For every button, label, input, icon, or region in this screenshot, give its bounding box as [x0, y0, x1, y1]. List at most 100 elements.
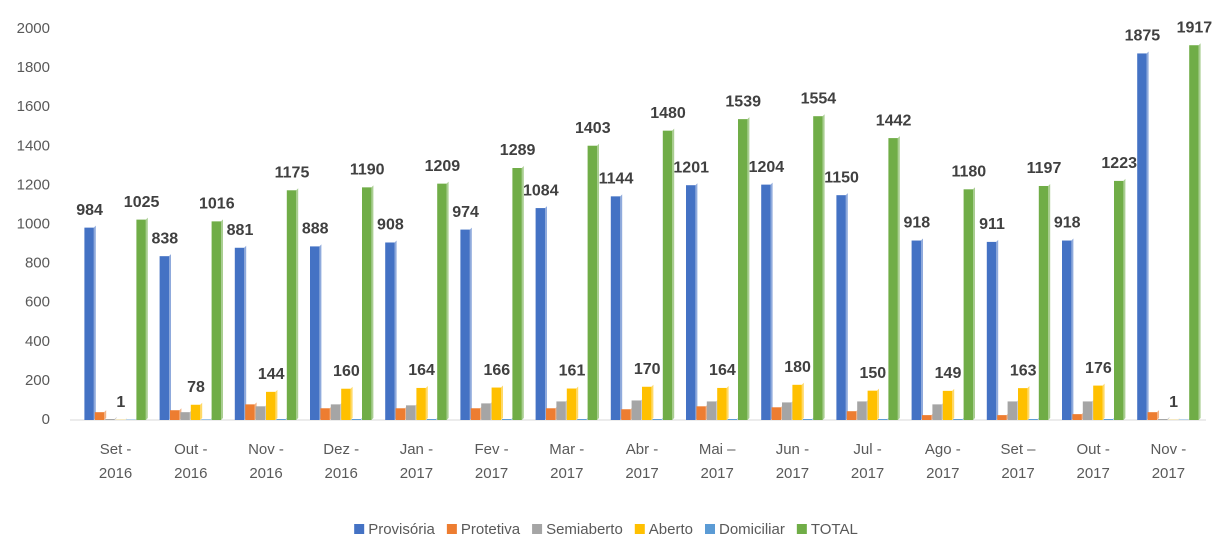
- bar-side: [921, 239, 923, 420]
- data-label: 888: [302, 221, 329, 238]
- data-label: 166: [483, 362, 510, 379]
- bar: [191, 405, 200, 420]
- bar-side: [319, 244, 321, 420]
- bar: [276, 419, 285, 420]
- bar: [180, 412, 189, 420]
- bar: [642, 387, 651, 420]
- bar-side: [898, 136, 900, 420]
- bar-side: [996, 240, 998, 420]
- x-tick-label: 2017: [701, 465, 734, 482]
- x-tick-label: 2016: [99, 465, 132, 482]
- data-label: 918: [1054, 215, 1081, 232]
- bar-side: [244, 246, 246, 420]
- bar: [320, 408, 329, 420]
- bar: [836, 195, 845, 420]
- bar: [245, 404, 254, 420]
- bar-side: [1027, 386, 1029, 420]
- bar: [717, 388, 726, 420]
- y-tick-label: 2000: [17, 20, 50, 37]
- bar-side: [522, 166, 524, 420]
- legend-label: Domiciliar: [719, 521, 785, 538]
- legend-swatch: [447, 524, 457, 534]
- bar: [266, 392, 275, 420]
- bar: [738, 119, 747, 420]
- x-tick-label: 2017: [1077, 465, 1110, 482]
- bar-side: [651, 385, 653, 420]
- data-label: 918: [903, 215, 930, 232]
- x-tick-label: Set –: [1000, 441, 1036, 458]
- x-tick-label: 2017: [625, 465, 658, 482]
- bar-side: [1157, 410, 1159, 420]
- y-tick-label: 600: [25, 294, 50, 311]
- data-label: 1403: [575, 120, 611, 137]
- x-tick-label: Jan -: [400, 441, 433, 458]
- bar: [1158, 419, 1167, 420]
- bar-side: [620, 194, 622, 420]
- y-tick-label: 1600: [17, 98, 50, 115]
- bar: [427, 419, 436, 420]
- x-tick-label: 2017: [1152, 465, 1185, 482]
- bar: [663, 131, 672, 420]
- y-tick-label: 1800: [17, 59, 50, 76]
- bar-side: [146, 218, 148, 420]
- bar: [857, 401, 866, 420]
- bar-side: [672, 129, 674, 420]
- bar-side: [747, 117, 749, 420]
- bar-side: [470, 228, 472, 420]
- x-tick-label: 2017: [776, 465, 809, 482]
- bar: [546, 408, 555, 420]
- data-label: 1197: [1027, 160, 1062, 177]
- data-label: 164: [408, 362, 435, 379]
- bar-side: [104, 410, 106, 420]
- legend-swatch: [354, 524, 364, 534]
- x-tick-label: Abr -: [626, 441, 659, 458]
- bar-side: [351, 387, 353, 420]
- x-tick-label: Jun -: [776, 441, 809, 458]
- bar: [782, 402, 791, 420]
- data-label: 1025: [124, 194, 160, 211]
- data-label: 176: [1085, 360, 1112, 377]
- bar: [460, 230, 469, 420]
- bar: [95, 412, 104, 420]
- bar: [772, 407, 781, 420]
- y-tick-label: 0: [42, 411, 50, 428]
- data-label: 161: [559, 363, 586, 380]
- bar-side: [296, 188, 298, 420]
- bar: [707, 401, 716, 420]
- data-label: 1150: [824, 169, 859, 186]
- bar: [1137, 53, 1146, 420]
- data-label: 1190: [350, 162, 385, 179]
- bar-side: [1071, 239, 1073, 420]
- bar-side: [200, 403, 202, 420]
- bar: [932, 404, 941, 420]
- bar: [396, 408, 405, 420]
- bar: [567, 389, 576, 420]
- data-label: 881: [227, 222, 254, 239]
- data-label: 164: [709, 362, 736, 379]
- data-label: 78: [187, 379, 205, 396]
- bar: [512, 168, 521, 420]
- bar: [1148, 412, 1157, 420]
- legend-label: Protetiva: [461, 521, 521, 538]
- data-label: 170: [634, 361, 661, 378]
- data-label: 150: [859, 365, 886, 382]
- bar: [888, 138, 897, 420]
- bar: [212, 221, 221, 420]
- bar-side: [1048, 184, 1050, 420]
- data-label: 149: [935, 365, 962, 382]
- bar: [868, 391, 877, 420]
- bar: [287, 190, 296, 420]
- bar: [556, 401, 565, 420]
- bar: [652, 419, 661, 420]
- bar: [1114, 181, 1123, 420]
- bar: [84, 228, 93, 420]
- bar-side: [1147, 51, 1149, 420]
- x-tick-label: Ago -: [925, 441, 961, 458]
- data-label: 1175: [275, 165, 310, 182]
- bar-side: [395, 240, 397, 420]
- bar-side: [94, 226, 96, 420]
- bar: [256, 406, 265, 420]
- bar: [362, 187, 371, 420]
- data-label: 911: [979, 216, 1005, 233]
- bar: [1104, 419, 1113, 420]
